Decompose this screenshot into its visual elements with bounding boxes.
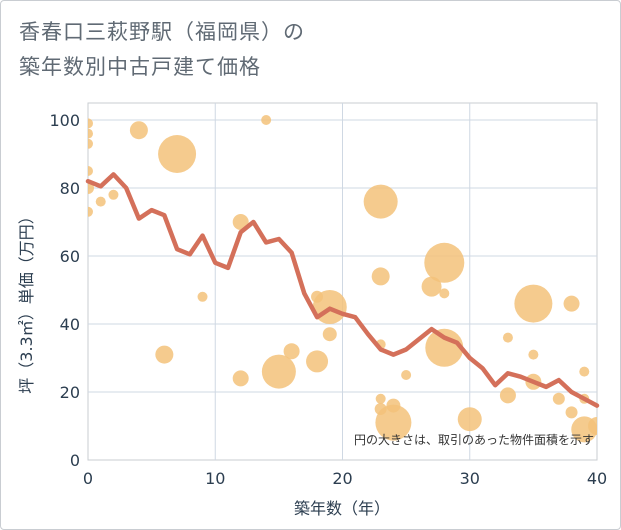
bubble-point — [88, 166, 93, 176]
y-tick-label: 100 — [49, 111, 80, 130]
chart-title-line-1: 香春口三萩野駅（福岡県）の — [19, 20, 305, 44]
bubble-point — [88, 128, 93, 139]
trend-series — [85, 172, 600, 408]
bubble-point — [375, 404, 412, 441]
x-tick-label: 0 — [83, 469, 93, 488]
bubble-point — [261, 354, 296, 389]
bubble-point — [528, 349, 539, 360]
x-tick-label: 10 — [205, 469, 225, 488]
bubble-point — [563, 295, 580, 312]
x-tick-label: 30 — [460, 469, 480, 488]
bubble-point — [88, 118, 93, 129]
axis-ticks: 0 20 40 60 80 100 0 10 20 30 40 — [49, 111, 607, 488]
bubble-point — [363, 184, 398, 219]
bubble-point — [197, 291, 208, 302]
x-tick-label: 20 — [332, 469, 352, 488]
chart-title-line-2: 築年数別中古戸建て価格 — [19, 55, 261, 79]
bubble-point — [371, 267, 390, 286]
x-tick-label: 40 — [587, 469, 607, 488]
y-axis-label: 坪（3.3㎡）単価（万円） — [17, 208, 36, 393]
y-tick-label: 40 — [60, 315, 80, 334]
y-tick-label: 60 — [60, 247, 80, 266]
bubble-point — [579, 366, 590, 377]
bubble-point — [502, 332, 513, 343]
bubble-point — [232, 370, 249, 387]
y-tick-label: 20 — [60, 383, 80, 402]
bubble-point — [439, 288, 450, 299]
bubble-point — [552, 392, 565, 405]
bubble-point — [424, 242, 465, 283]
chart-title: 香春口三萩野駅（福岡県）の 築年数別中古戸建て価格 — [19, 15, 305, 85]
bubble-point — [514, 284, 553, 323]
y-tick-label: 0 — [70, 451, 80, 470]
y-tick-label: 80 — [60, 179, 80, 198]
bubble-point — [232, 214, 249, 230]
bubble-point — [401, 370, 412, 380]
bubble-point — [425, 328, 464, 367]
bubble-point — [565, 406, 578, 419]
bubble-point — [155, 345, 174, 364]
bubble-point — [88, 206, 93, 217]
bubble-point — [588, 417, 597, 435]
bubble-point — [158, 135, 197, 173]
bubble-point — [499, 387, 516, 404]
bubble-point — [306, 350, 329, 373]
bubble-point — [88, 138, 93, 149]
bubble-point — [108, 189, 119, 200]
bubble-size-note: 円の大きさは、取引のあった物件面積を示す — [354, 432, 594, 447]
bubble-point — [261, 115, 272, 125]
bubble-point — [95, 196, 106, 207]
bubble-point — [283, 343, 300, 360]
average-price-line — [85, 172, 600, 408]
bubble-point — [129, 121, 148, 140]
bubble-point — [421, 276, 442, 297]
bubble-point — [375, 393, 386, 404]
bubble-point — [322, 327, 337, 342]
x-axis-label: 築年数（年） — [294, 499, 390, 518]
bubble-series — [88, 115, 597, 443]
bubble-point — [457, 407, 482, 432]
